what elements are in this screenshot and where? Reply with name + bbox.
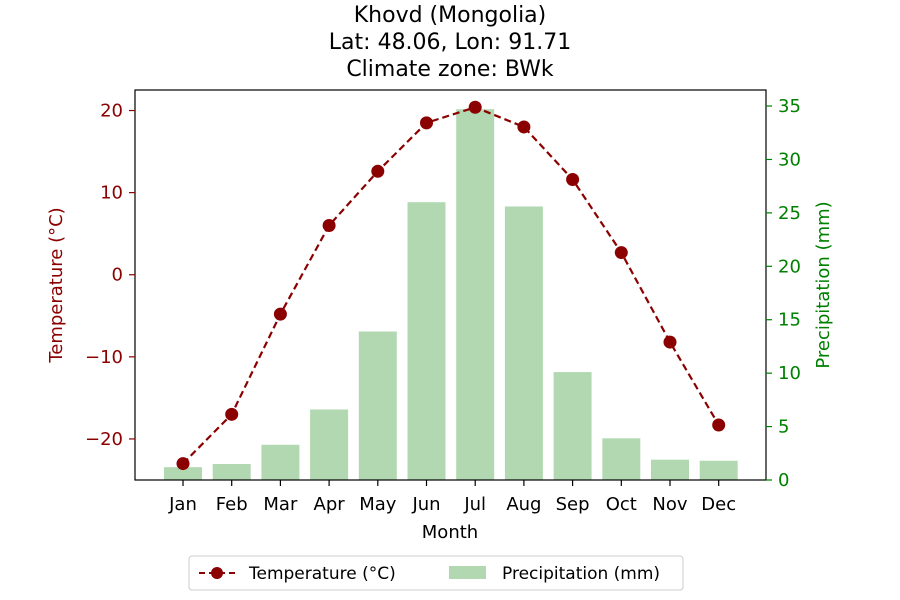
temperature-tick-label: −10 [85,347,123,368]
precipitation-bar-mar [261,444,300,480]
precipitation-bar-apr [310,409,349,480]
temperature-axis: −20 −10 0 10 20 [85,101,135,450]
month-tick-label-dec: Dec [701,494,736,515]
month-tick-label-sep: Sep [556,494,590,515]
legend-box [188,555,684,591]
temperature-point-dec [712,418,726,432]
precipitation-bar-aug [504,206,543,480]
title-line-3: Climate zone: BWk [346,57,554,82]
precipitation-tick-label: 30 [778,149,801,170]
precipitation-tick-label: 20 [778,256,801,277]
temperature-point-jan [176,457,190,471]
month-tick-label-nov: Nov [652,494,687,515]
temperature-point-jun [420,116,433,130]
temperature-point-oct [614,246,628,260]
temperature-point-sep [566,172,580,186]
temperature-point-may [371,164,385,178]
month-tick-label-oct: Oct [606,494,637,515]
temperature-axis-label: Temperature (°C) [46,207,67,363]
month-tick-label-may: May [359,494,397,515]
month-tick-label-jul: Jul [463,494,486,515]
precipitation-bar-sep [553,372,592,480]
month-axis: Jan Feb Mar Apr May Jun Jul Aug Sep Oct Nov Dec [168,480,736,515]
plot-area-frame [134,89,767,481]
legend-precipitation-swatch [449,566,486,579]
month-tick-label-apr: Apr [314,494,346,515]
precipitation-tick-label: 0 [778,470,789,491]
temperature-point-feb [225,407,239,421]
legend-temperature-label: Temperature (°C) [248,564,396,584]
precipitation-axis-label: Precipitation (mm) [813,201,834,368]
precipitation-bar-jul [456,109,495,480]
precipitation-tick-label: 35 [778,96,801,117]
precipitation-tick-label: 15 [778,310,801,331]
temperature-point-jul [468,100,482,114]
month-tick-label-feb: Feb [216,494,248,515]
month-tick-label-jun: Jun [411,494,440,515]
precipitation-axis: 0 5 10 15 20 25 30 35 [766,96,801,491]
precipitation-tick-label: 5 [778,417,789,438]
temperature-point-mar [273,307,287,321]
temperature-tick-label: 10 [100,183,123,204]
precipitation-bar-dec [699,460,738,480]
precipitation-bars [164,109,738,481]
precipitation-bar-may [358,331,397,480]
title-line-1: Khovd (Mongolia) [354,3,547,28]
temperature-tick-label: 0 [112,265,123,286]
chart-title: Khovd (Mongolia) Lat: 48.06, Lon: 91.71 … [329,3,571,82]
precipitation-bar-oct [602,438,641,480]
temperature-tick-label: 20 [100,101,123,122]
legend-temperature-swatch-marker [211,567,223,579]
legend: Temperature (°C) Precipitation (mm) [188,555,684,591]
temperature-point-aug [517,120,531,134]
precipitation-bar-jun [407,202,446,481]
legend-precipitation-label: Precipitation (mm) [502,564,660,584]
temperature-series-line [182,106,720,465]
title-line-2: Lat: 48.06, Lon: 91.71 [329,30,571,55]
precipitation-tick-label: 25 [778,203,801,224]
month-tick-label-mar: Mar [263,494,298,515]
month-tick-label-aug: Aug [506,494,541,515]
x-axis-label: Month [422,522,478,543]
month-tick-label-jan: Jan [168,494,197,515]
temperature-tick-label: −20 [85,429,123,450]
temperature-line [176,100,726,471]
temperature-point-apr [322,218,336,232]
precipitation-tick-label: 10 [778,363,801,384]
precipitation-bar-nov [651,459,689,480]
precipitation-bar-feb [212,463,251,480]
temperature-point-nov [663,335,677,349]
precipitation-bar-jan [164,467,202,480]
